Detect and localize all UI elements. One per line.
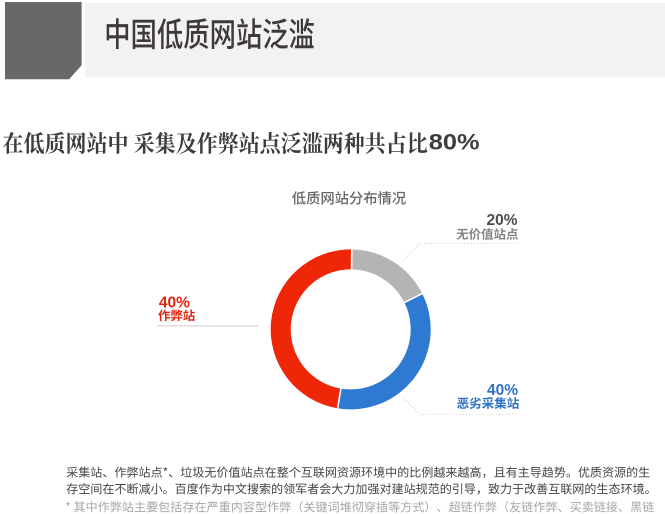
svg-text:80%: 80% [429,129,480,154]
svg-text:20%: 20% [486,212,517,229]
svg-text:40%: 40% [159,294,190,311]
svg-text:40%: 40% [487,382,518,399]
